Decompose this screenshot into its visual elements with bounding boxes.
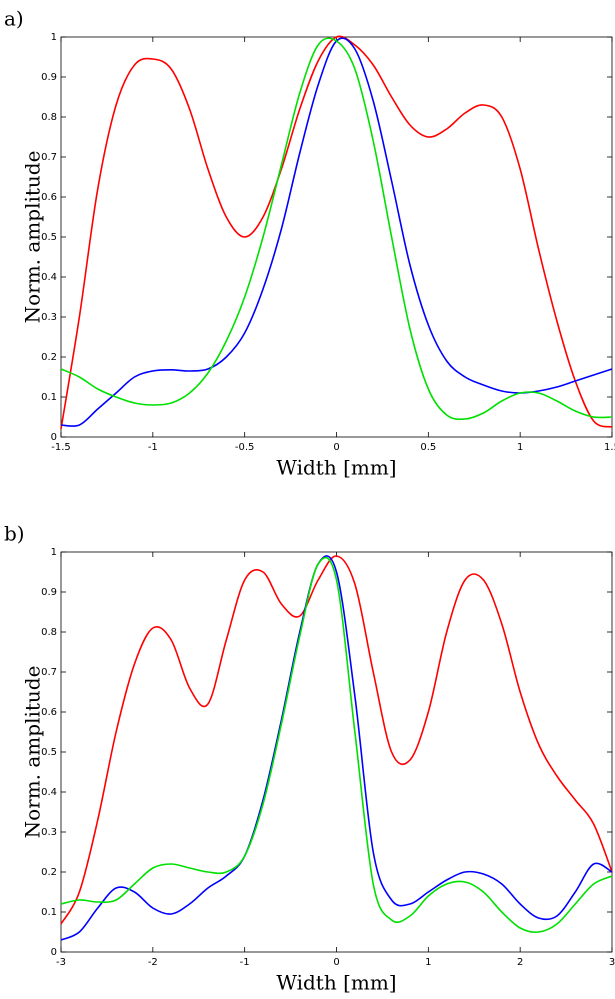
x-tick-label: 0: [333, 442, 339, 453]
x-axis-label: Width [mm]: [276, 456, 396, 480]
y-tick-label: 0: [51, 947, 57, 958]
x-tick-label: -1.5: [51, 442, 71, 453]
y-tick-label: 0.9: [41, 587, 57, 598]
y-tick-label: 0.1: [41, 392, 57, 403]
x-tick-label: -1: [240, 957, 250, 968]
y-tick-label: 0.2: [41, 867, 57, 878]
y-tick-label: 0.6: [41, 192, 57, 203]
y-tick-label: 0.6: [41, 707, 57, 718]
line: [60, 556, 613, 933]
panel-label: a): [4, 7, 24, 31]
y-tick-label: 0.8: [41, 627, 57, 638]
y-tick-label: 0.3: [41, 312, 57, 323]
x-axis-label: Width [mm]: [276, 971, 396, 995]
y-tick-label: 0.2: [41, 352, 57, 363]
line: [60, 35, 613, 430]
y-tick-label: 0.8: [41, 112, 57, 123]
y-tick-label: 0.7: [41, 152, 57, 163]
line: [60, 37, 613, 427]
x-tick-label: 1.5: [604, 442, 615, 453]
y-tick-label: 0.3: [41, 827, 57, 838]
line: [60, 555, 613, 925]
y-tick-label: 0.1: [41, 907, 57, 918]
y-tick-label: 0.5: [41, 747, 57, 758]
y-axis-label: Norm. amplitude: [21, 666, 45, 839]
x-tick-label: -0.5: [235, 442, 255, 453]
x-tick-label: -3: [56, 957, 66, 968]
x-tick-label: 1: [517, 442, 523, 453]
x-tick-label: 0: [333, 957, 339, 968]
x-tick-label: -1: [148, 442, 158, 453]
y-tick-label: 0.4: [41, 787, 57, 798]
x-tick-label: 0.5: [420, 442, 436, 453]
y-tick-label: 0.5: [41, 232, 57, 243]
plot-area: [60, 36, 613, 438]
y-tick-label: 0.4: [41, 272, 57, 283]
plot-area: [60, 551, 613, 953]
x-tick-label: 3: [609, 957, 615, 968]
y-tick-label: 1: [51, 32, 57, 43]
y-axis-label: Norm. amplitude: [21, 151, 45, 324]
panel-label: b): [4, 522, 25, 546]
line: [60, 555, 613, 941]
y-tick-label: 0: [51, 432, 57, 443]
x-tick-label: 1: [425, 957, 431, 968]
x-tick-label: 2: [517, 957, 523, 968]
y-tick-label: 0.9: [41, 72, 57, 83]
x-tick-label: -2: [148, 957, 158, 968]
line: [60, 37, 613, 421]
y-tick-label: 1: [51, 547, 57, 558]
y-tick-label: 0.7: [41, 667, 57, 678]
